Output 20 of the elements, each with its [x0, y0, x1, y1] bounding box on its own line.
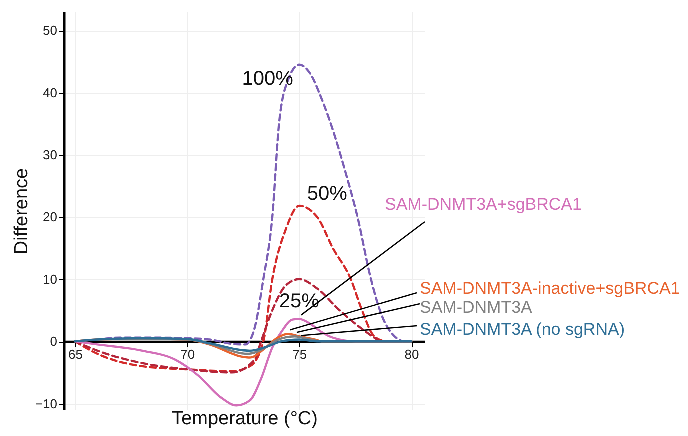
y-tick-label: 10: [43, 272, 58, 287]
series-label: SAM-DNMT3A (no sgRNA): [420, 320, 625, 339]
y-tick-label: −10: [35, 396, 58, 412]
y-tick-label: 20: [43, 210, 58, 225]
text: SAM-DNMT3A+sgBRCA1: [385, 195, 582, 214]
y-tick-label: 40: [43, 85, 58, 100]
y-tick-label: 30: [43, 148, 58, 163]
series-label: 25%: [279, 290, 320, 312]
series-label: 50%: [307, 183, 348, 206]
series-label: 100%: [242, 68, 294, 90]
x-tick-label: 80: [404, 347, 420, 362]
x-tick-label: 75: [292, 347, 308, 362]
y-axis-title: Difference: [11, 168, 32, 255]
x-tick-label: 70: [180, 347, 196, 362]
text: SAM-DNMT3A-inactive+sgBRCA1: [420, 279, 680, 298]
x-axis-title: Temperature (°C): [172, 408, 318, 430]
x-tick-label: 65: [68, 347, 83, 362]
y-tick-label: 50: [43, 23, 58, 38]
series-label: SAM-DNMT3A: [420, 298, 534, 317]
y-tick-label: 0: [50, 334, 58, 350]
